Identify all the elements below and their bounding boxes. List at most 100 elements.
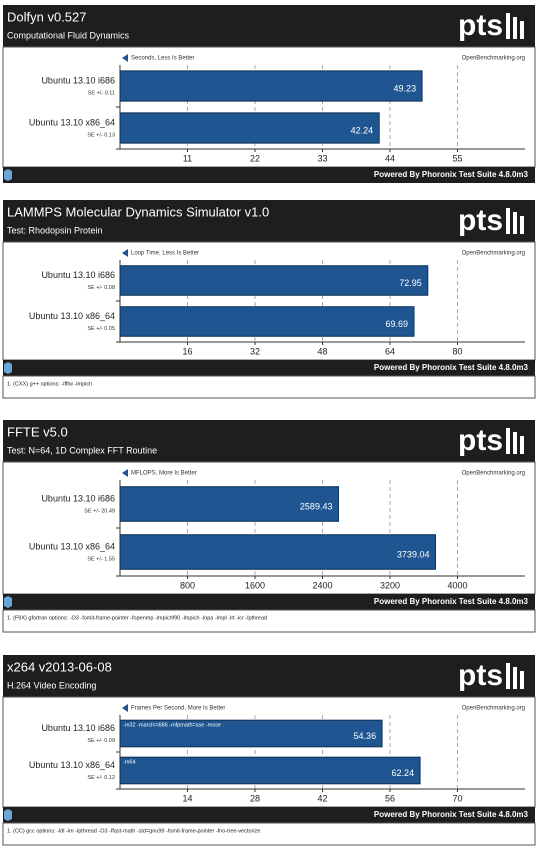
note-arrow: [122, 469, 128, 477]
source: OpenBenchmarking.org: [462, 56, 525, 62]
x-tick-label: 2400: [312, 580, 332, 590]
footer-icon: [4, 596, 12, 608]
footnote-area: [2, 375, 536, 399]
plot-panel: [2, 241, 536, 361]
x-tick-label: 33: [317, 153, 327, 163]
se-label: SE +/- 0.08: [87, 285, 115, 291]
plot-panel: [2, 461, 536, 595]
logo-bar: [513, 17, 517, 39]
se-label: SE +/- 0.13: [87, 132, 115, 138]
chart-subtitle: H.264 Video Encoding: [7, 680, 96, 690]
value-label: 69.69: [385, 319, 408, 329]
chart-subtitle: Computational Fluid Dynamics: [7, 30, 130, 40]
source: OpenBenchmarking.org: [462, 471, 525, 477]
footnote: 1. (CC) gcc options: -ldl -lm -lpthread …: [7, 828, 260, 834]
se-label: SE +/- 0.11: [88, 90, 115, 96]
footer: [3, 360, 535, 376]
chart-title: x264 v2013-06-08: [7, 659, 112, 674]
value-label: 3739.04: [397, 549, 430, 559]
category-label: Ubuntu 13.10 x86_64: [29, 117, 115, 127]
footer: [3, 167, 535, 183]
bar: [119, 112, 380, 144]
se-label: SE +/- 0.05: [87, 326, 115, 332]
logo: pts: [458, 204, 503, 237]
bar: [119, 486, 339, 522]
source: OpenBenchmarking.org: [462, 251, 525, 257]
bar-label: -m32 -march=i686 -mfpmath=sse -msse: [123, 723, 221, 729]
x-tick-label: 4000: [447, 580, 467, 590]
footer-text: Powered By Phoronix Test Suite 4.8.0m3: [374, 170, 529, 179]
note: MFLOPS, More Is Better: [131, 471, 197, 477]
footnote-area: [2, 822, 536, 846]
footnote: 1. (F9X) gfortran options: -O3 -fomit-fr…: [7, 615, 267, 621]
header: [3, 420, 535, 462]
logo: pts: [458, 424, 503, 457]
logo-bar: [520, 671, 524, 689]
plot-panel: [2, 46, 536, 168]
x-tick-label: 64: [385, 346, 395, 356]
x-tick-label: 14: [182, 793, 192, 803]
bar: [119, 534, 436, 570]
footer: [3, 807, 535, 823]
footer: [3, 594, 535, 610]
category-label: Ubuntu 13.10 x86_64: [29, 311, 115, 321]
x-tick-label: 80: [452, 346, 462, 356]
footnote-area: [2, 609, 536, 633]
x-tick-label: 22: [250, 153, 260, 163]
category-label: Ubuntu 13.10 i686: [41, 493, 115, 503]
se-label: SE +/- 0.09: [87, 738, 115, 744]
note-arrow: [122, 704, 128, 712]
logo: pts: [458, 9, 503, 42]
se-label: SE +/- 1.55: [87, 556, 115, 562]
source: OpenBenchmarking.org: [462, 706, 525, 712]
x-tick-label: 16: [182, 346, 192, 356]
value-label: 54.36: [354, 731, 377, 741]
header: [3, 5, 535, 47]
x-tick-label: 3200: [380, 580, 400, 590]
footer-icon: [4, 169, 12, 181]
logo-bar: [506, 13, 510, 39]
footnote: 1. (CXX) g++ options: -lfftw -lmpich: [7, 381, 92, 387]
bar: [119, 756, 421, 785]
plot-panel: [2, 696, 536, 808]
logo-bar: [506, 208, 510, 234]
category-label: Ubuntu 13.10 x86_64: [29, 541, 115, 551]
chart-title: Dolfyn v0.527: [7, 9, 87, 24]
chart-title: FFTE v5.0: [7, 424, 68, 439]
value-label: 72.95: [399, 278, 422, 288]
chart-subtitle: Test: N=64, 1D Complex FFT Routine: [7, 445, 157, 455]
footer-text: Powered By Phoronix Test Suite 4.8.0m3: [374, 597, 529, 606]
x-tick-label: 70: [452, 793, 462, 803]
note-arrow: [122, 54, 128, 62]
bar: [119, 719, 383, 748]
category-label: Ubuntu 13.10 i686: [41, 270, 115, 280]
note: Frames Per Second, More Is Better: [131, 706, 225, 712]
footer-text: Powered By Phoronix Test Suite 4.8.0m3: [374, 810, 529, 819]
header: [3, 655, 535, 697]
chart-subtitle: Test: Rhodopsin Protein: [7, 225, 103, 235]
x-tick-label: 28: [250, 793, 260, 803]
logo-bar: [506, 663, 510, 689]
note: Loop Time, Less Is Better: [131, 251, 199, 257]
value-label: 2589.43: [300, 501, 333, 511]
bar-label: -m64: [123, 760, 136, 766]
category-label: Ubuntu 13.10 i686: [41, 723, 115, 733]
x-tick-label: 48: [317, 346, 327, 356]
x-tick-label: 56: [385, 793, 395, 803]
logo-bar: [520, 216, 524, 234]
note: Seconds, Less Is Better: [131, 56, 194, 62]
bar: [119, 265, 429, 296]
footer-icon: [4, 362, 12, 374]
category-label: Ubuntu 13.10 x86_64: [29, 760, 115, 770]
se-label: SE +/- 0.12: [87, 775, 115, 781]
chart-title: LAMMPS Molecular Dynamics Simulator v1.0: [7, 204, 269, 219]
category-label: Ubuntu 13.10 i686: [41, 75, 115, 85]
x-tick-label: 55: [452, 153, 462, 163]
x-tick-label: 1600: [245, 580, 265, 590]
logo-bar: [513, 212, 517, 234]
bar: [119, 70, 423, 102]
logo-bar: [513, 667, 517, 689]
bar: [119, 306, 415, 337]
